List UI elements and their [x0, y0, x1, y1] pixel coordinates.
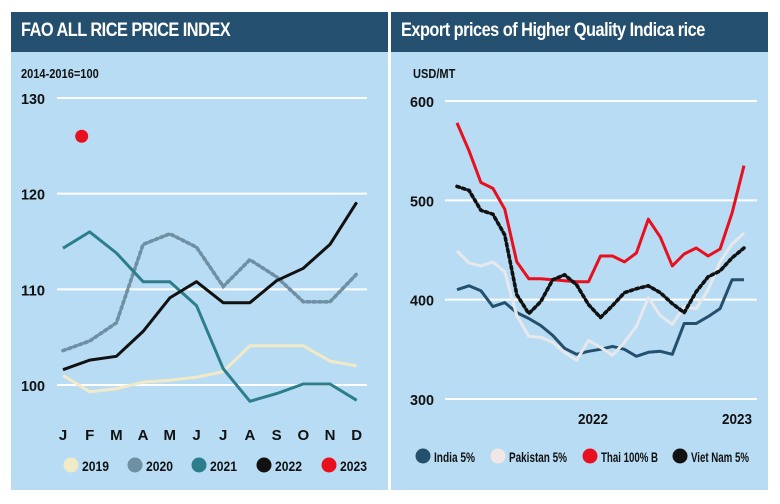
y-tick-label: 120 [21, 187, 45, 204]
legend-label: India 5% [434, 449, 475, 465]
legend-marker [191, 457, 207, 473]
right-y-unit-label: USD/MT [413, 66, 456, 81]
left-chart-title: FAO ALL RICE PRICE INDEX [21, 20, 231, 41]
x-tick-label: 2022 [578, 411, 608, 428]
x-tick-label: O [297, 427, 309, 444]
y-tick-label: 130 [21, 91, 45, 108]
legend-label: 2023 [340, 458, 367, 474]
legend-marker [127, 457, 143, 473]
series-line-viet-nam-5- [455, 184, 746, 321]
series-line-india-5- [456, 278, 744, 358]
x-tick-label: J [219, 427, 227, 444]
legend-marker [490, 448, 506, 464]
x-tick-label: J [192, 427, 200, 444]
legend-label: Pakistan 5% [509, 449, 567, 465]
export-prices-panel: Export prices of Higher Quality Indica r… [391, 12, 768, 490]
x-tick-label: A [244, 427, 255, 444]
x-tick-label: M [110, 427, 123, 444]
legend-label: 2020 [146, 458, 173, 474]
right-panel-header: Export prices of Higher Quality Indica r… [391, 12, 768, 52]
left-panel-header: FAO ALL RICE PRICE INDEX [11, 12, 388, 52]
y-tick-label: 300 [410, 392, 434, 409]
legend-label: 2022 [275, 458, 302, 474]
y-tick-label: 600 [410, 94, 434, 111]
series-line-2021 [62, 230, 358, 403]
y-tick-label: 110 [21, 282, 45, 299]
legend-label: Thai 100% B [601, 449, 658, 465]
fao-rice-index-panel: FAO ALL RICE PRICE INDEX 2014-2016=100 1… [11, 12, 388, 490]
legend-marker [63, 457, 79, 473]
export-prices-chart: 300 400 500 600 2022 2023 India 5% Pakistan 5% T… [410, 94, 757, 465]
legend-label: 2019 [82, 458, 109, 474]
legend-marker [256, 457, 272, 473]
legend-label: Viet Nam 5% [691, 449, 749, 465]
y-tick-label: 400 [410, 293, 434, 310]
x-tick-label: A [138, 427, 149, 444]
series-line-pakistan-5- [455, 231, 746, 362]
y-tick-label: 500 [410, 193, 434, 210]
series-line-2020 [61, 231, 359, 353]
x-tick-label: S [272, 427, 282, 444]
legend-marker [415, 448, 431, 464]
legend-marker [672, 448, 688, 464]
legend-marker [582, 448, 598, 464]
x-tick-label: F [85, 427, 94, 444]
legend-label: 2021 [210, 458, 237, 474]
left-y-unit-label: 2014-2016=100 [21, 66, 99, 81]
series-2023-point [75, 129, 89, 143]
x-tick-label: D [351, 427, 362, 444]
legend-marker [321, 457, 337, 473]
series-line-2022 [62, 201, 358, 372]
x-tick-label: N [325, 427, 336, 444]
series-line-thai-100-b [455, 122, 746, 284]
x-tick-label: M [164, 427, 177, 444]
series-line-2019 [62, 344, 357, 394]
x-tick-label: 2023 [722, 411, 752, 428]
right-chart-title: Export prices of Higher Quality Indica r… [401, 20, 705, 41]
x-tick-label: J [59, 427, 67, 444]
y-tick-label: 100 [21, 378, 45, 395]
